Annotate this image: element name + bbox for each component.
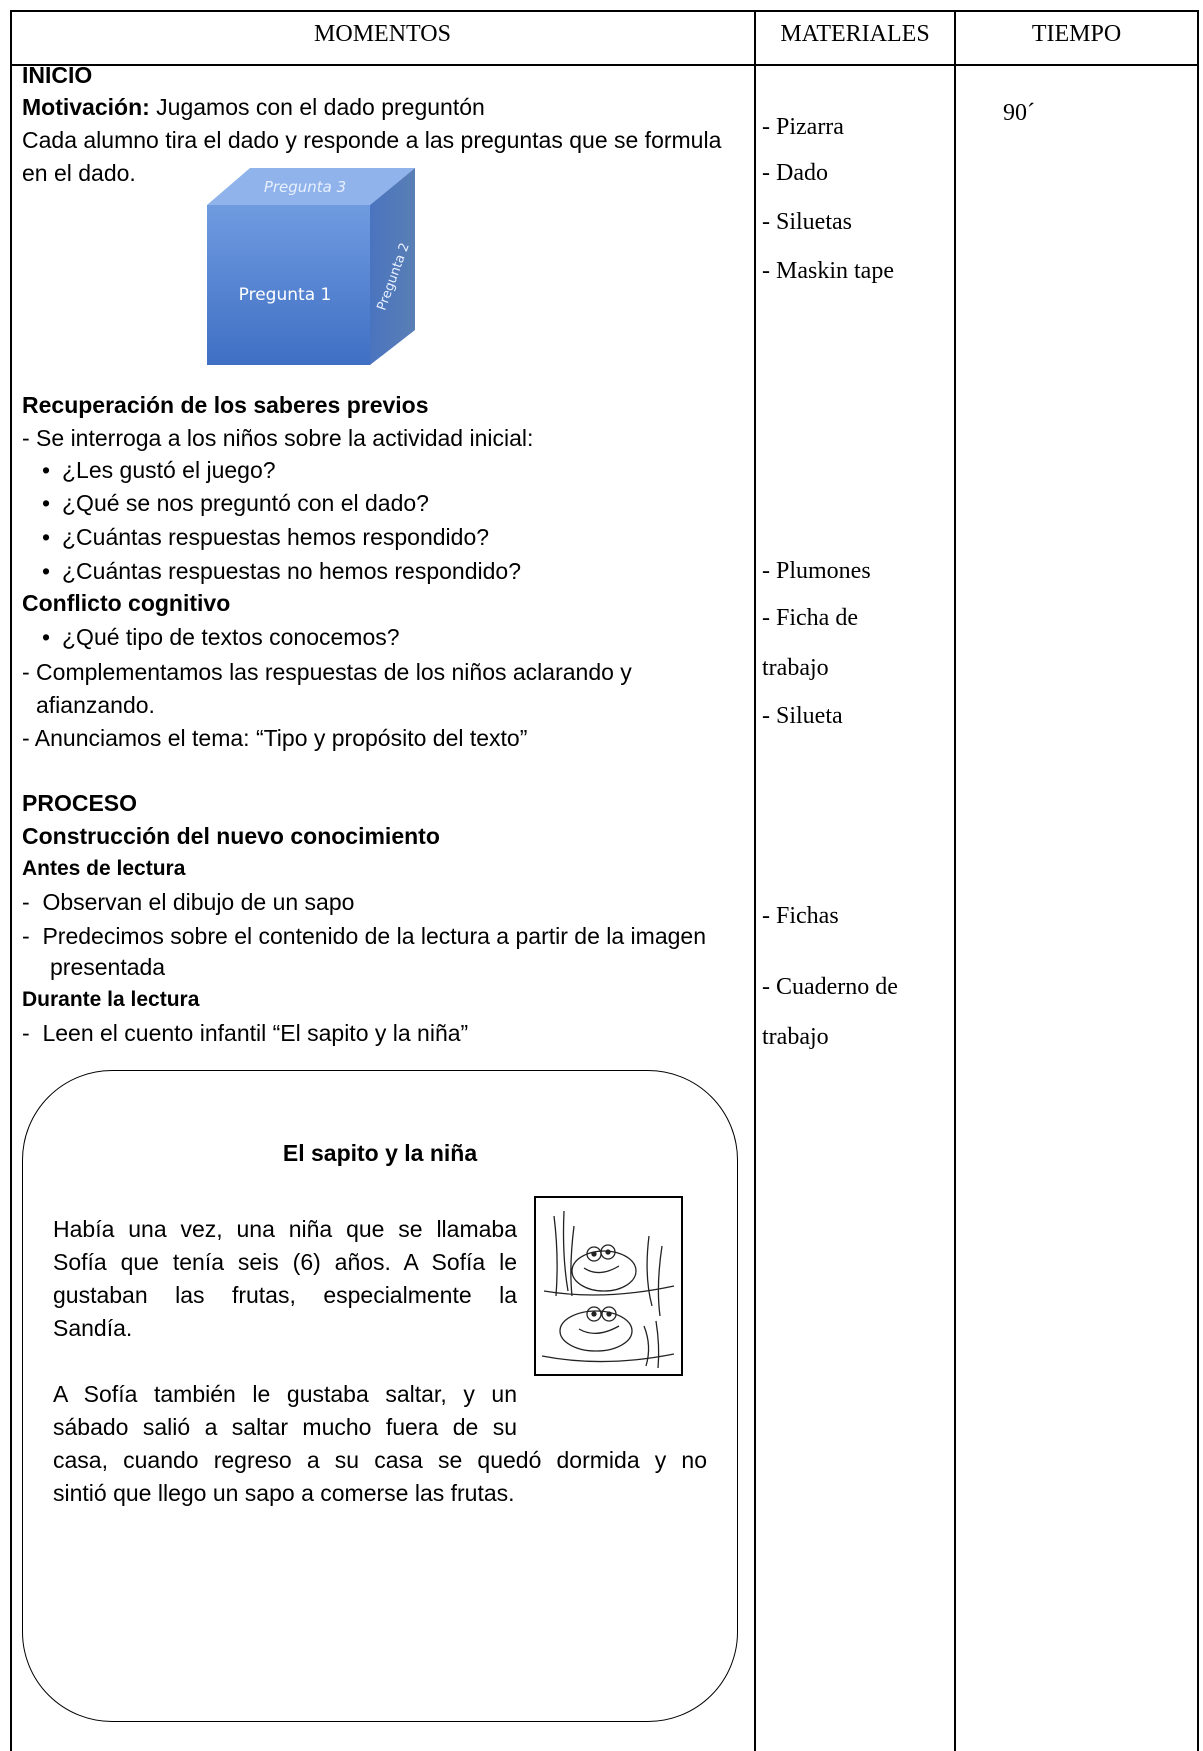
story-line: casa, cuando regreso a su casa se quedó … [53, 1447, 707, 1473]
story-line: gustaban las frutas, especialmente la [53, 1282, 517, 1308]
column-header: MOMENTOS [314, 21, 451, 47]
subheading: Durante la lectura [22, 988, 200, 1011]
story-line: Sandía. [53, 1315, 133, 1341]
material-item: - Dado [762, 160, 828, 186]
story-line: A Sofía también le gustaba saltar, y un [53, 1381, 517, 1407]
table-border [10, 10, 1199, 12]
text-line: - Anunciamos el tema: “Tipo y propósito … [22, 725, 528, 751]
text: Jugamos con el dado preguntón [156, 94, 485, 120]
text-line: Cada alumno tira el dado y responde a la… [22, 127, 722, 153]
subheading: Conflicto cognitivo [22, 590, 231, 616]
bullet-item: ¿Les gustó el juego? [42, 455, 276, 485]
text-line: - Se interroga a los niños sobre la acti… [22, 425, 534, 451]
dice-label: Pregunta 1 [239, 285, 332, 305]
material-item: trabajo [762, 655, 829, 681]
material-item: trabajo [762, 1024, 829, 1050]
material-item: - Cuaderno de [762, 974, 898, 1000]
story-title: El sapito y la niña [282, 1140, 478, 1166]
bullet-item: ¿Qué tipo de textos conocemos? [42, 622, 400, 652]
subheading: Antes de lectura [22, 857, 186, 880]
material-item: - Ficha de [762, 605, 858, 631]
text-line: - Leen el cuento infantil “El sapito y l… [22, 1020, 469, 1046]
column-rule [954, 10, 956, 1751]
material-item: - Fichas [762, 903, 839, 929]
story-line: sábado salió a saltar mucho fuera de su [53, 1414, 517, 1440]
text-line: - Observan el dibujo de un sapo [22, 889, 355, 915]
bullet-item: ¿Cuántas respuestas no hemos respondido? [42, 556, 521, 586]
text-line: afianzando. [36, 692, 155, 718]
story-line: Sofía que tenía seis (6) años. A Sofía l… [53, 1249, 517, 1275]
table-border [1197, 10, 1199, 1751]
label: Motivación: [22, 94, 150, 120]
text-line: en el dado. [22, 160, 136, 186]
frog-image [534, 1196, 683, 1376]
column-header: MATERIALES [780, 21, 930, 47]
text-line: - Complementamos las respuestas de los n… [22, 659, 632, 685]
column-header: TIEMPO [1031, 21, 1122, 47]
bullet-item: ¿Qué se nos preguntó con el dado? [42, 488, 429, 518]
header-rule [10, 64, 1199, 66]
dice-image: Pregunta 3 Pregunta 1 Pregunta 2 [207, 168, 415, 365]
bullet-item: ¿Cuántas respuestas hemos respondido? [42, 522, 489, 552]
motivation-line: Motivación: Jugamos con el dado preguntó… [22, 92, 485, 122]
material-item: - Pizarra [762, 114, 844, 140]
section-heading: INICIO [22, 62, 93, 88]
dice-label: Pregunta 3 [264, 178, 346, 196]
story-line: sintió que llego un sapo a comerse las f… [53, 1480, 515, 1506]
column-rule [754, 10, 756, 1751]
material-item: - Maskin tape [762, 258, 894, 284]
story-box [22, 1070, 738, 1722]
time-value: 90´ [1003, 100, 1035, 126]
subheading: Recuperación de los saberes previos [22, 392, 429, 418]
text-line: - Predecimos sobre el contenido de la le… [22, 923, 706, 949]
material-item: - Silueta [762, 703, 843, 729]
subheading: Construcción del nuevo conocimiento [22, 823, 440, 849]
section-heading: PROCESO [22, 790, 138, 816]
story-line: Había una vez, una niña que se llamaba [53, 1216, 517, 1242]
material-item: - Plumones [762, 558, 871, 584]
text-line: presentada [50, 954, 166, 980]
table-border [10, 10, 12, 1751]
material-item: - Siluetas [762, 209, 852, 235]
